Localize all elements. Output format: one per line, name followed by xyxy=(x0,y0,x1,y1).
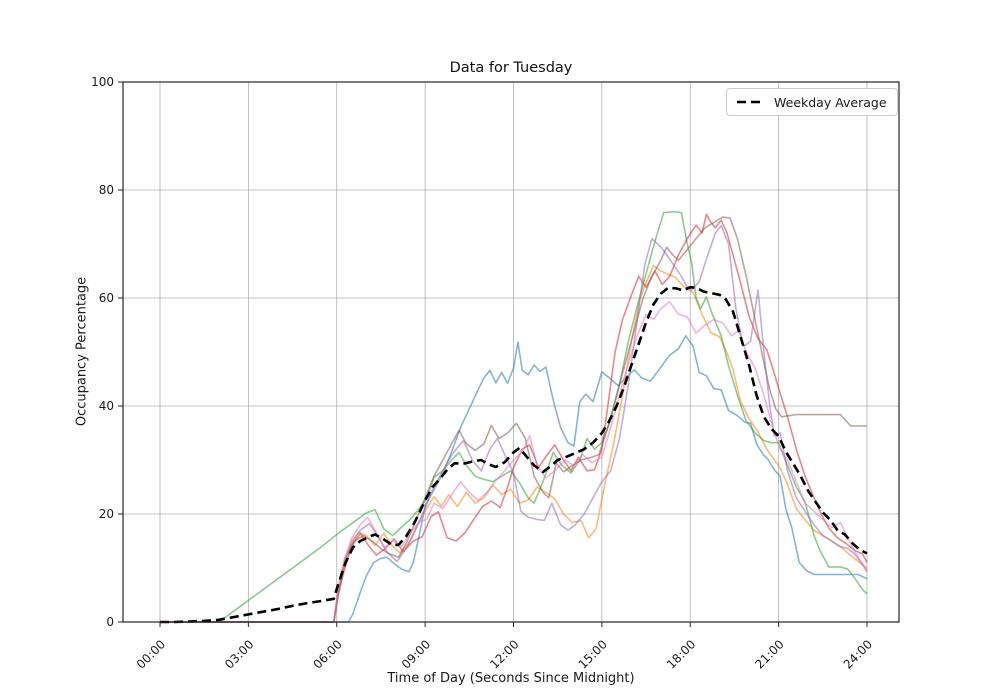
y-tick-label: 0 xyxy=(106,615,114,629)
x-tick-label: 12:00 xyxy=(487,637,521,671)
x-tick-label: 15:00 xyxy=(576,637,610,671)
y-tick-label: 80 xyxy=(99,183,114,197)
series-tuesday-line-4 xyxy=(160,213,868,623)
x-tick-label: 00:00 xyxy=(134,637,168,671)
series-tuesday-line-7 xyxy=(160,300,868,623)
y-tick-label: 40 xyxy=(99,399,114,413)
x-axis-label: Time of Day (Seconds Since Midnight) xyxy=(387,671,635,686)
x-tick-label: 09:00 xyxy=(399,637,433,671)
grid-layer xyxy=(123,81,899,623)
chart-title: Data for Tuesday xyxy=(449,60,573,76)
series-weekday-average xyxy=(160,285,868,624)
series-tuesday-line-1 xyxy=(160,334,868,623)
x-tick-label: 24:00 xyxy=(841,637,875,671)
x-tick-label: 21:00 xyxy=(752,637,786,671)
legend-box: Weekday Average xyxy=(726,88,898,116)
y-tick-label: 20 xyxy=(99,507,114,521)
series-layer xyxy=(160,210,868,624)
x-tick-label: 06:00 xyxy=(311,637,345,671)
y-tick-label: 100 xyxy=(91,75,114,89)
x-tick-label: 03:00 xyxy=(222,637,256,671)
legend-label: Weekday Average xyxy=(774,94,887,110)
y-tick-label: 60 xyxy=(99,291,114,305)
x-tick-label: 18:00 xyxy=(664,637,698,671)
plot-border xyxy=(122,81,900,623)
y-axis-label: Occupancy Percentage xyxy=(74,276,90,427)
legend-dashed-line-sample xyxy=(737,100,765,104)
